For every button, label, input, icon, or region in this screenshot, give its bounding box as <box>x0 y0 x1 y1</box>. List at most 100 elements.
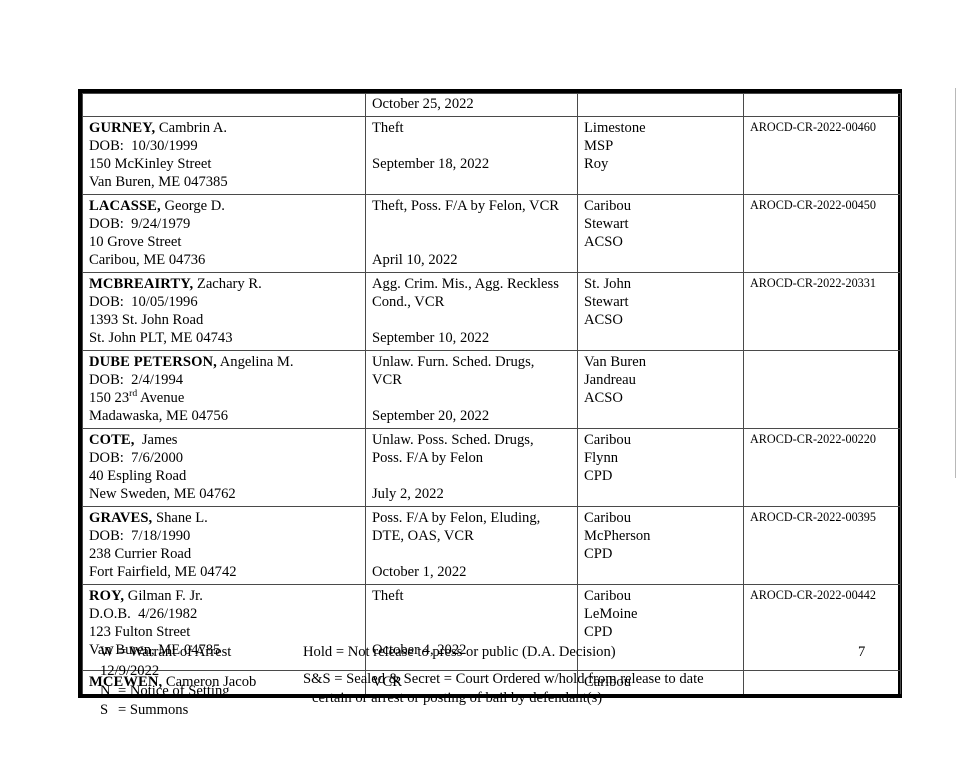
docket-table-inner-border: October 25, 2022 GURNEY, Cambrin A. DOB:… <box>81 92 901 696</box>
case-number: AROCD-CR-2022-00220 <box>750 432 876 447</box>
defendant-city: Fort Fairfield, ME 04742 <box>89 564 237 581</box>
defendant-street: 238 Currier Road <box>89 546 192 563</box>
agency-name: ACSO <box>584 312 623 329</box>
charge-date: September 10, 2022 <box>372 330 490 347</box>
town-name: St. John <box>584 276 632 293</box>
officer-name: LeMoine <box>584 606 638 623</box>
defendant-city: Madawaska, ME 04756 <box>89 408 229 425</box>
defendant-dob: DOB: 10/05/1996 <box>89 294 198 311</box>
cell-town: Caribou McPherson CPD <box>577 506 744 586</box>
charge-text: Theft <box>372 120 404 137</box>
defendant-name: MCEWEN, Cameron Jacob <box>89 674 257 691</box>
charge-date: September 20, 2022 <box>372 408 490 425</box>
charge-text: Poss. F/A by Felon <box>372 450 484 467</box>
defendant-street: 10 Grove Street <box>89 234 182 251</box>
defendant-name: MCBREAIRTY, Zachary R. <box>89 276 262 293</box>
cell-name: GRAVES, Shane L. DOB: 7/18/1990 238 Curr… <box>82 506 366 586</box>
table-row-continuation: October 25, 2022 <box>82 92 901 118</box>
charge-text: Theft <box>372 588 404 605</box>
cell-town: Caribou Flynn CPD <box>577 428 744 508</box>
cell-charge-date: October 25, 2022 <box>365 92 578 118</box>
cell-charge-date: Unlaw. Poss. Sched. Drugs, Poss. F/A by … <box>365 428 578 508</box>
cell-charge-date: VCR <box>365 670 578 695</box>
cell-name: LACASSE, George D. DOB: 9/24/1979 10 Gro… <box>82 194 366 274</box>
defendant-city: Van Buren, ME 04785 <box>89 642 221 659</box>
officer-name: Stewart <box>584 294 629 311</box>
legend-gap <box>303 662 823 669</box>
cell-town: Caribou LeMoine CPD <box>577 584 744 672</box>
cell-case-number: AROCD-CR-2022-00220 <box>743 428 901 508</box>
charge-text: VCR <box>372 372 403 389</box>
charge-text: Agg. Crim. Mis., Agg. Reckless <box>372 276 559 293</box>
cell-name: DUBE PETERSON, Angelina M. DOB: 2/4/1994… <box>82 350 366 430</box>
defendant-street: 150 McKinley Street <box>89 156 212 173</box>
defendant-dob: D.O.B. 4/26/1982 <box>89 606 198 623</box>
defendant-dob: DOB: 9/24/1979 <box>89 216 191 233</box>
defendant-city: St. John PLT, ME 04743 <box>89 330 233 347</box>
defendant-name: DUBE PETERSON, Angelina M. <box>89 354 294 371</box>
charge-date: September 18, 2022 <box>372 156 490 173</box>
charge-date: October 1, 2022 <box>372 564 467 581</box>
cell-charge-date: Theft September 18, 2022 <box>365 116 578 196</box>
defendant-name: COTE, James <box>89 432 178 449</box>
legend-item-sealed-secret-cont: certain or arrest or posting of bail by … <box>312 690 603 707</box>
legend-right-column: Hold = Not release to press or public (D… <box>303 643 823 709</box>
cell-charge-date: Agg. Crim. Mis., Agg. Reckless Cond., VC… <box>365 272 578 352</box>
cell-town: Van Buren Jandreau ACSO <box>577 350 744 430</box>
cell-name <box>82 92 366 118</box>
cell-name: MCBREAIRTY, Zachary R. DOB: 10/05/1996 1… <box>82 272 366 352</box>
cell-town: Caribou <box>577 670 744 695</box>
officer-name: Flynn <box>584 450 619 467</box>
defendant-name: ROY, Gilman F. Jr. <box>89 588 203 605</box>
charge-spacer <box>372 311 572 329</box>
legend-item-warrant: W = Warrant of Arrest <box>100 644 232 660</box>
agency-name: CPD <box>584 546 613 563</box>
cell-charge-date: Unlaw. Furn. Sched. Drugs, VCR September… <box>365 350 578 430</box>
agency-name: CPD <box>584 624 613 641</box>
court-docket-table: October 25, 2022 GURNEY, Cambrin A. DOB:… <box>82 92 901 695</box>
cell-charge-date: Poss. F/A by Felon, Eluding, DTE, OAS, V… <box>365 506 578 586</box>
defendant-dob: DOB: 2/4/1994 <box>89 372 184 389</box>
case-number: AROCD-CR-2022-20331 <box>750 276 876 291</box>
town-name: Caribou <box>584 588 632 605</box>
charge-date: July 2, 2022 <box>372 486 444 503</box>
agency-name: CPD <box>584 468 613 485</box>
charge-text: DTE, OAS, VCR <box>372 528 474 545</box>
case-number <box>750 353 895 354</box>
charge-spacer <box>372 215 572 233</box>
officer-name: MSP <box>584 138 614 155</box>
case-number: AROCD-CR-2022-00460 <box>750 120 876 135</box>
charge-date: October 4, 2022 <box>372 642 467 659</box>
cell-charge-date: Theft, Poss. F/A by Felon, VCR April 10,… <box>365 194 578 274</box>
scan-artifact-line <box>955 88 956 478</box>
cell-case-number <box>743 350 901 430</box>
charge-text: Cond., VCR <box>372 294 445 311</box>
charge-text: Theft, Poss. F/A by Felon, VCR <box>372 198 560 215</box>
officer-name: Jandreau <box>584 372 636 389</box>
legend-item-hold: Hold = Not release to press or public (D… <box>303 644 616 660</box>
charge-spacer <box>372 467 572 485</box>
cell-case-number <box>743 92 901 118</box>
charge-spacer <box>372 389 572 407</box>
table-row: ROY, Gilman F. Jr. D.O.B. 4/26/1982 123 … <box>82 584 901 672</box>
table-row: GRAVES, Shane L. DOB: 7/18/1990 238 Curr… <box>82 506 901 586</box>
defendant-name: LACASSE, George D. <box>89 198 225 215</box>
charge-spacer <box>372 233 572 251</box>
defendant-street: 40 Espling Road <box>89 468 187 485</box>
charge-spacer <box>372 137 572 155</box>
charge-spacer <box>372 605 572 623</box>
charge-text: Unlaw. Furn. Sched. Drugs, <box>372 354 535 371</box>
legend-left-column: W = Warrant of Arrest 12/9/2022 N = Notice… <box>100 643 315 721</box>
cell-charge-date: Theft October 4, 2022 <box>365 584 578 672</box>
cell-case-number: AROCD-CR-2022-00395 <box>743 506 901 586</box>
cell-town: Caribou Stewart ACSO <box>577 194 744 274</box>
agency-name: Roy <box>584 156 609 173</box>
town-name: Caribou <box>584 674 632 691</box>
case-number: AROCD-CR-2022-00395 <box>750 510 876 525</box>
defendant-city: Van Buren, ME 047385 <box>89 174 228 191</box>
town-name: Caribou <box>584 432 632 449</box>
cell-town <box>577 92 744 118</box>
defendant-city: New Sweden, ME 04762 <box>89 486 236 503</box>
defendant-dob: DOB: 7/18/1990 <box>89 528 191 545</box>
